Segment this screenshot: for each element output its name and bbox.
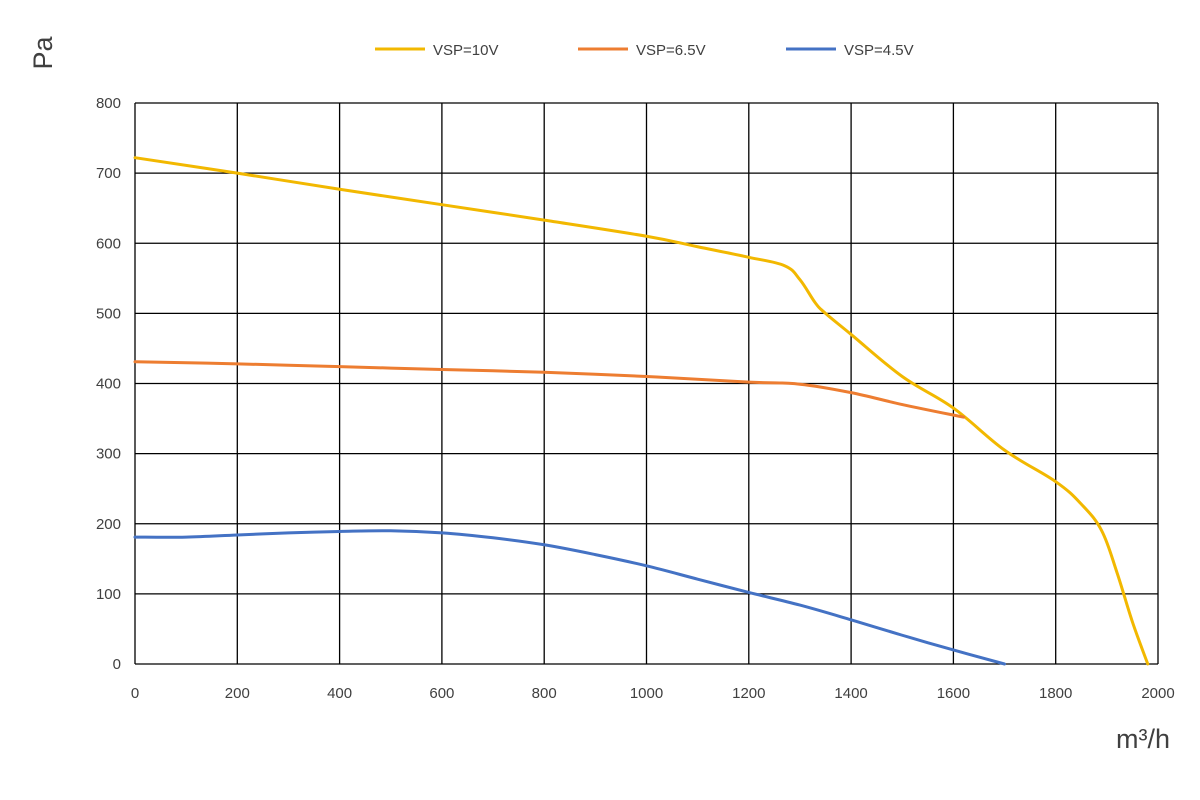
x-axis-unit-label: m³/h (1116, 724, 1170, 754)
x-tick-label: 2000 (1141, 685, 1174, 702)
legend-item: VSP=4.5V (786, 42, 914, 59)
legend-label: VSP=4.5V (844, 42, 914, 59)
y-tick-label: 0 (113, 656, 121, 673)
y-tick-label: 700 (96, 165, 121, 182)
grid-layer (134, 102, 1159, 665)
series-layer (133, 156, 1150, 666)
y-tick-label: 500 (96, 305, 121, 322)
x-tick-label: 800 (532, 685, 557, 702)
x-tick-label: 1000 (630, 685, 663, 702)
y-tick-label: 800 (96, 95, 121, 112)
x-tick-label: 1600 (937, 685, 970, 702)
x-tick-label: 400 (327, 685, 352, 702)
legend-label: VSP=10V (433, 42, 498, 59)
y-tick-label: 600 (96, 235, 121, 252)
x-tick-label: 1200 (732, 685, 765, 702)
y-tick-label: 400 (96, 376, 121, 393)
y-tick-label: 200 (96, 516, 121, 533)
series-line-2 (133, 360, 966, 419)
x-tick-label: 200 (225, 685, 250, 702)
legend-label: VSP=6.5V (636, 42, 706, 59)
x-tick-label: 1400 (834, 685, 867, 702)
y-tick-label: 300 (96, 446, 121, 463)
x-tick-label: 1800 (1039, 685, 1072, 702)
tick-labels: 0 200 400 600 800 1000 1200 1400 1600 1800 2000 0 10… (96, 95, 1175, 702)
legend: VSP=10V VSP=6.5V VSP=4.5V (375, 42, 914, 59)
legend-item: VSP=6.5V (578, 42, 706, 59)
series-line-1 (133, 156, 1150, 666)
y-tick-label: 100 (96, 586, 121, 603)
x-tick-label: 0 (131, 685, 139, 702)
y-axis-unit-label: Pa (28, 36, 58, 70)
legend-item: VSP=10V (375, 42, 498, 59)
x-tick-label: 600 (429, 685, 454, 702)
series-line-3 (133, 529, 1007, 666)
